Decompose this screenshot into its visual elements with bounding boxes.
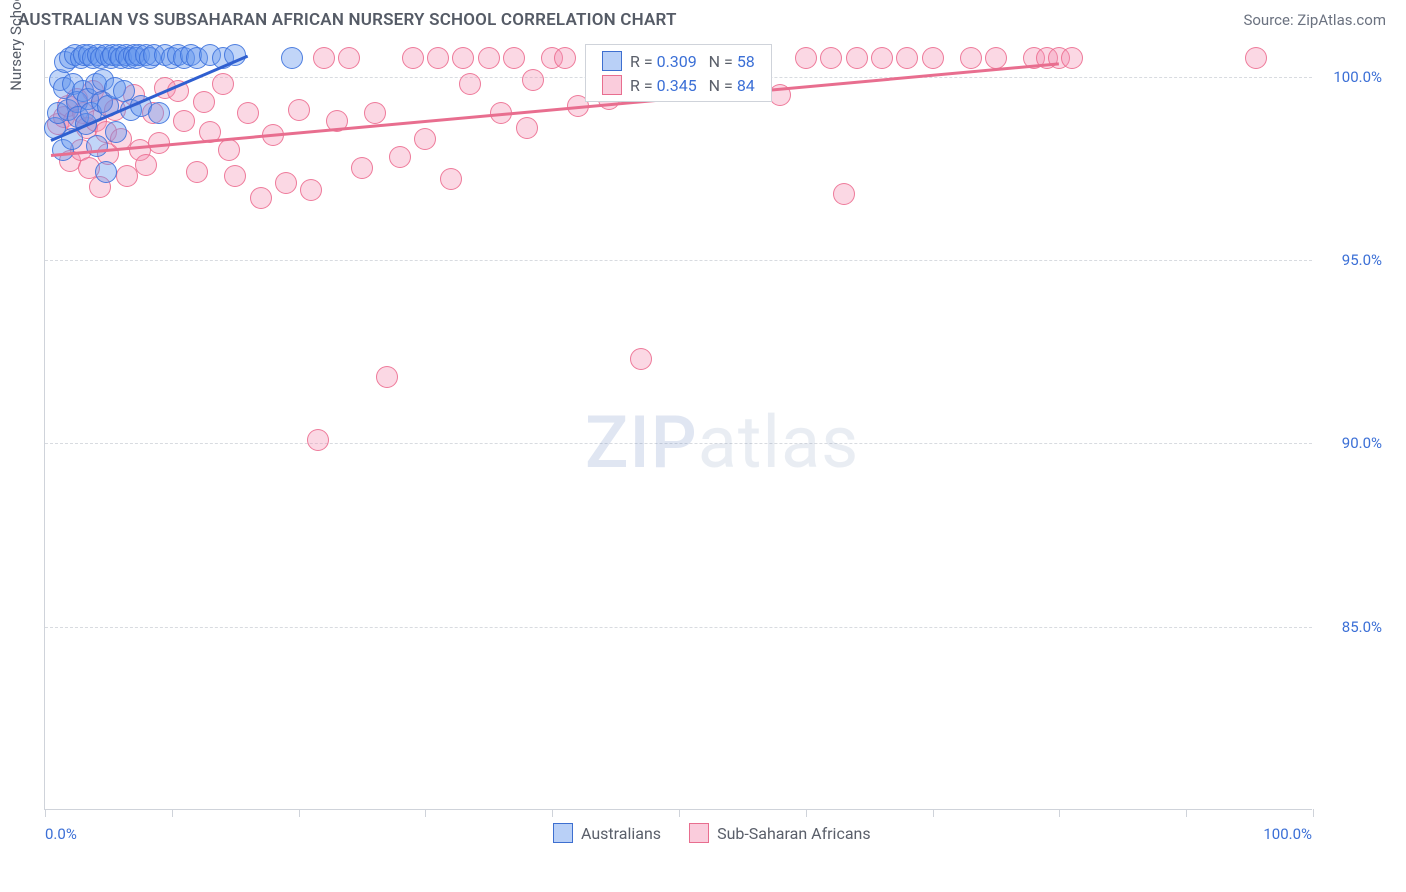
data-point <box>478 47 500 69</box>
x-tick <box>299 809 300 817</box>
data-point <box>630 348 652 370</box>
x-tick <box>1313 809 1314 817</box>
data-point <box>307 429 329 451</box>
data-point <box>503 47 525 69</box>
gridline <box>45 260 1312 261</box>
data-point <box>148 102 170 124</box>
source-label: Source: ZipAtlas.com <box>1243 11 1386 29</box>
series-name: Australians <box>581 824 661 843</box>
plot-region: 85.0%90.0%95.0%100.0%ZIPatlas R = 0.309 … <box>44 40 1312 810</box>
legend-swatch <box>602 75 622 95</box>
data-point <box>896 47 918 69</box>
series-legend-item: Australians <box>553 823 661 843</box>
data-point <box>960 47 982 69</box>
stats-legend-row: R = 0.345 N = 84 <box>586 73 771 97</box>
data-point <box>186 161 208 183</box>
data-point <box>351 157 373 179</box>
data-point <box>135 154 157 176</box>
x-tick <box>425 809 426 817</box>
gridline <box>45 627 1312 628</box>
series-legend: Australians Sub-Saharan Africans <box>553 823 871 843</box>
y-axis-label: Nursery School <box>7 0 25 91</box>
x-tick <box>933 809 934 817</box>
data-point <box>218 139 240 161</box>
data-point <box>364 102 386 124</box>
data-point <box>833 183 855 205</box>
stats-legend-row: R = 0.309 N = 58 <box>586 49 771 73</box>
legend-swatch <box>553 823 573 843</box>
legend-stats-text: R = 0.309 N = 58 <box>630 52 755 71</box>
x-axis-min-label: 0.0% <box>45 825 77 843</box>
x-tick <box>1186 809 1187 817</box>
data-point <box>275 172 297 194</box>
chart-title: AUSTRALIAN VS SUBSAHARAN AFRICAN NURSERY… <box>18 10 677 30</box>
data-point <box>452 47 474 69</box>
data-point <box>105 121 127 143</box>
stats-legend: R = 0.309 N = 58 R = 0.345 N = 84 <box>585 44 772 102</box>
data-point <box>389 146 411 168</box>
x-tick <box>806 809 807 817</box>
data-point <box>440 168 462 190</box>
y-tick-label: 90.0% <box>1320 434 1382 452</box>
x-tick <box>552 809 553 817</box>
data-point <box>427 47 449 69</box>
data-point <box>250 187 272 209</box>
x-axis-max-label: 100.0% <box>1263 825 1312 843</box>
data-point <box>522 69 544 91</box>
x-tick <box>45 809 46 817</box>
series-name: Sub-Saharan Africans <box>717 824 871 843</box>
data-point <box>554 47 576 69</box>
data-point <box>871 47 893 69</box>
data-point <box>281 47 303 69</box>
x-tick <box>679 809 680 817</box>
data-point <box>376 366 398 388</box>
y-tick-label: 95.0% <box>1320 251 1382 269</box>
data-point <box>1061 47 1083 69</box>
data-point <box>288 99 310 121</box>
data-point <box>300 179 322 201</box>
data-point <box>820 47 842 69</box>
data-point <box>338 47 360 69</box>
data-point <box>459 73 481 95</box>
data-point <box>212 73 234 95</box>
data-point <box>237 102 259 124</box>
legend-swatch <box>602 51 622 71</box>
data-point <box>173 110 195 132</box>
data-point <box>985 47 1007 69</box>
series-legend-item: Sub-Saharan Africans <box>689 823 871 843</box>
y-tick-label: 85.0% <box>1320 618 1382 636</box>
data-point <box>95 161 117 183</box>
data-point <box>224 165 246 187</box>
x-tick <box>172 809 173 817</box>
data-point <box>86 135 108 157</box>
legend-stats-text: R = 0.345 N = 84 <box>630 76 755 95</box>
data-point <box>193 91 215 113</box>
data-point <box>402 47 424 69</box>
data-point <box>313 47 335 69</box>
legend-swatch <box>689 823 709 843</box>
chart-header: AUSTRALIAN VS SUBSAHARAN AFRICAN NURSERY… <box>0 0 1406 36</box>
data-point <box>414 128 436 150</box>
data-point <box>846 47 868 69</box>
data-point <box>795 47 817 69</box>
x-tick <box>1059 809 1060 817</box>
data-point <box>1245 47 1267 69</box>
gridline <box>45 443 1312 444</box>
data-point <box>516 117 538 139</box>
data-point <box>922 47 944 69</box>
y-tick-label: 100.0% <box>1320 68 1382 86</box>
